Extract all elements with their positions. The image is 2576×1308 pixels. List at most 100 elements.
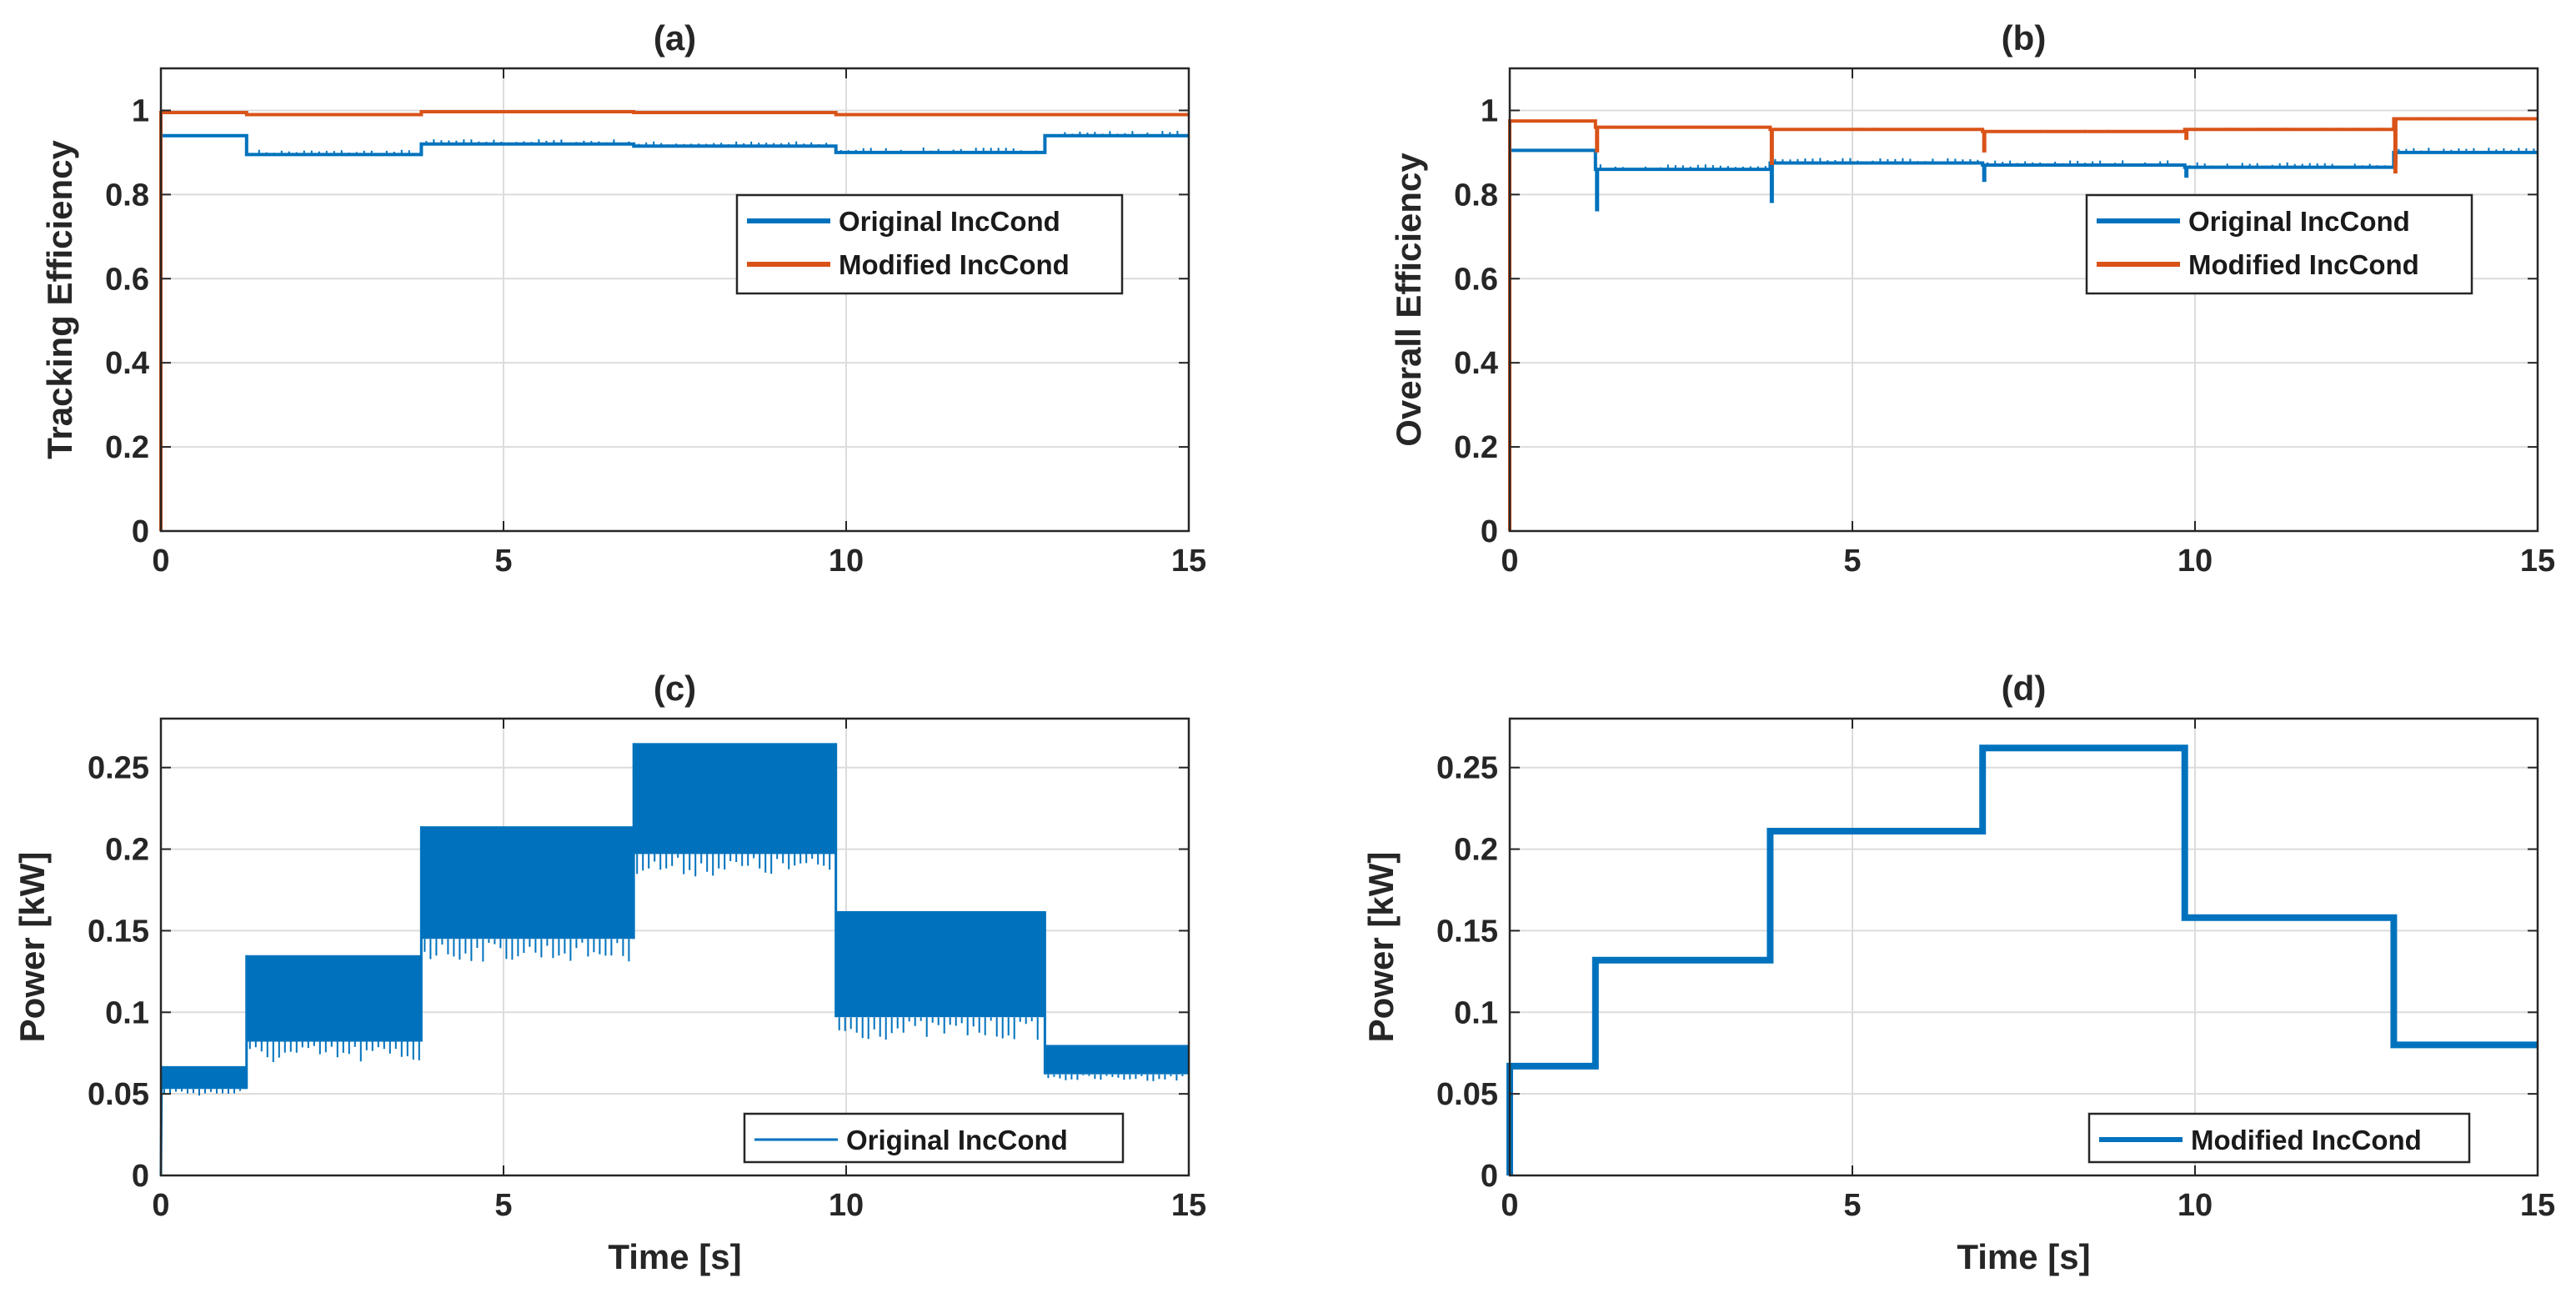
y-tick-label: 0.15 xyxy=(88,914,149,949)
data-band xyxy=(1045,1045,1189,1075)
x-tick-label: 15 xyxy=(1171,544,1206,579)
x-tick-label: 5 xyxy=(1843,544,1861,579)
data-ripple xyxy=(250,113,418,115)
y-tick-label: 0 xyxy=(1481,514,1498,549)
chart-a: 0 5 10 15 0 0.2 0.4 0.6 0.8 1 (a) Tracking Efficien… xyxy=(40,18,1206,579)
series-original-inccond xyxy=(159,131,1189,531)
data-ripple xyxy=(163,1089,241,1096)
chart-title: (a) xyxy=(654,18,696,58)
x-axis-label: Time [s] xyxy=(608,1237,741,1276)
data-ripple xyxy=(636,854,831,877)
data-ripple xyxy=(2398,148,2535,153)
legend-label: Original IncCond xyxy=(839,206,1060,237)
chart-d: 0 5 10 15 0 0.05 0.1 0.15 0.2 0.25 (d) Power [kW] Ti… xyxy=(1361,669,2555,1276)
y-tick-label: 0.2 xyxy=(105,833,149,868)
legend-label: Original IncCond xyxy=(2188,206,2410,237)
data-ripple xyxy=(2398,117,2535,119)
data-band xyxy=(421,826,634,940)
axes-box xyxy=(1508,67,2539,533)
data-ripple xyxy=(1049,131,1186,136)
legend-box xyxy=(2085,193,2473,295)
y-axis-label: Tracking Efficiency xyxy=(40,139,79,459)
data-band xyxy=(634,743,836,854)
x-tick-label: 5 xyxy=(1843,1188,1861,1223)
plot-area xyxy=(161,68,1189,531)
y-axis-label: Power [kW] xyxy=(13,852,52,1043)
series-modified-inccond xyxy=(159,110,1189,531)
y-tick-label: 0.2 xyxy=(1454,430,1498,465)
y-tick-label: 0.1 xyxy=(105,995,149,1030)
y-tick-label: 0.2 xyxy=(1454,833,1498,868)
chart-title: (b) xyxy=(2002,18,2047,58)
y-tick-label: 0.6 xyxy=(1454,262,1498,297)
y-axis-label: Overall Efficiency xyxy=(1389,153,1428,447)
data-ripple xyxy=(839,113,1037,115)
data-ripple xyxy=(2188,162,2386,168)
y-tick-label: 1 xyxy=(132,93,149,128)
series-original-inccond xyxy=(159,743,1189,1176)
legend-label: Modified IncCond xyxy=(2191,1125,2422,1155)
x-tick-label: 15 xyxy=(2520,544,2555,579)
data-line xyxy=(1506,744,2538,1175)
x-tick-label: 0 xyxy=(152,1188,169,1223)
y-tick-label: 0.15 xyxy=(1436,914,1498,949)
data-ripple xyxy=(638,141,828,147)
axes-box xyxy=(159,67,1190,533)
data-ripple xyxy=(1047,1074,1184,1081)
y-tick-label: 0.8 xyxy=(105,178,149,213)
data-ripple xyxy=(1049,113,1186,115)
data-ripple xyxy=(248,1041,420,1062)
chart-title: (c) xyxy=(654,669,696,708)
data-ripple xyxy=(423,939,630,962)
y-tick-label: 0.05 xyxy=(88,1077,149,1112)
y-tick-label: 0.25 xyxy=(88,751,149,786)
y-tick-label: 0 xyxy=(132,1159,149,1194)
y-tick-label: 0.4 xyxy=(105,346,149,381)
y-tick-label: 0.25 xyxy=(1436,751,1498,786)
y-tick-label: 0.05 xyxy=(1436,1077,1498,1112)
x-tick-label: 10 xyxy=(2178,1188,2213,1223)
data-ripple xyxy=(1599,125,1767,128)
data-ripple xyxy=(1599,164,1767,170)
legend: Original IncCond xyxy=(743,1112,1125,1164)
series-modified-inccond xyxy=(1506,744,2538,1175)
data-ripple xyxy=(838,1017,1039,1040)
data-ripple xyxy=(425,110,630,112)
legend-box xyxy=(743,1112,1125,1164)
x-axis-label: Time [s] xyxy=(1957,1237,2090,1276)
legend-box xyxy=(735,193,1124,295)
x-tick-label: 5 xyxy=(494,544,512,579)
x-tick-label: 0 xyxy=(152,544,169,579)
legend: Modified IncCond xyxy=(2087,1112,2471,1164)
legend-label: Modified IncCond xyxy=(839,249,1070,280)
data-ripple xyxy=(1774,128,1979,130)
x-tick-label: 10 xyxy=(829,1188,864,1223)
x-tick-label: 10 xyxy=(2178,544,2213,579)
x-tick-label: 0 xyxy=(1501,1188,1518,1223)
x-tick-label: 0 xyxy=(1501,544,1518,579)
x-tick-label: 15 xyxy=(1171,1188,1206,1223)
legend: Original IncCond Modified IncCond xyxy=(735,193,1124,295)
axes-box xyxy=(1508,717,2539,1177)
data-band xyxy=(835,910,1045,1018)
y-tick-label: 0.8 xyxy=(1454,178,1498,213)
legend: Original IncCond Modified IncCond xyxy=(2085,193,2473,295)
y-tick-label: 0 xyxy=(1481,1159,1498,1194)
data-ripple xyxy=(1987,160,2177,165)
plot-area xyxy=(1510,719,2538,1175)
legend-label: Original IncCond xyxy=(846,1125,1068,1155)
data-line xyxy=(159,133,1189,531)
data-ripple xyxy=(2188,128,2386,130)
y-tick-label: 0.4 xyxy=(1454,346,1498,381)
legend-label: Modified IncCond xyxy=(2188,249,2419,280)
chart-title: (d) xyxy=(2002,669,2047,708)
data-ripple xyxy=(638,111,828,113)
series-modified-inccond xyxy=(1508,117,2538,531)
x-tick-label: 10 xyxy=(829,544,864,579)
data-ripple xyxy=(839,147,1037,153)
x-tick-label: 5 xyxy=(494,1188,512,1223)
axes-box xyxy=(159,717,1190,1177)
y-tick-label: 1 xyxy=(1481,93,1498,128)
y-tick-label: 0.6 xyxy=(105,262,149,297)
